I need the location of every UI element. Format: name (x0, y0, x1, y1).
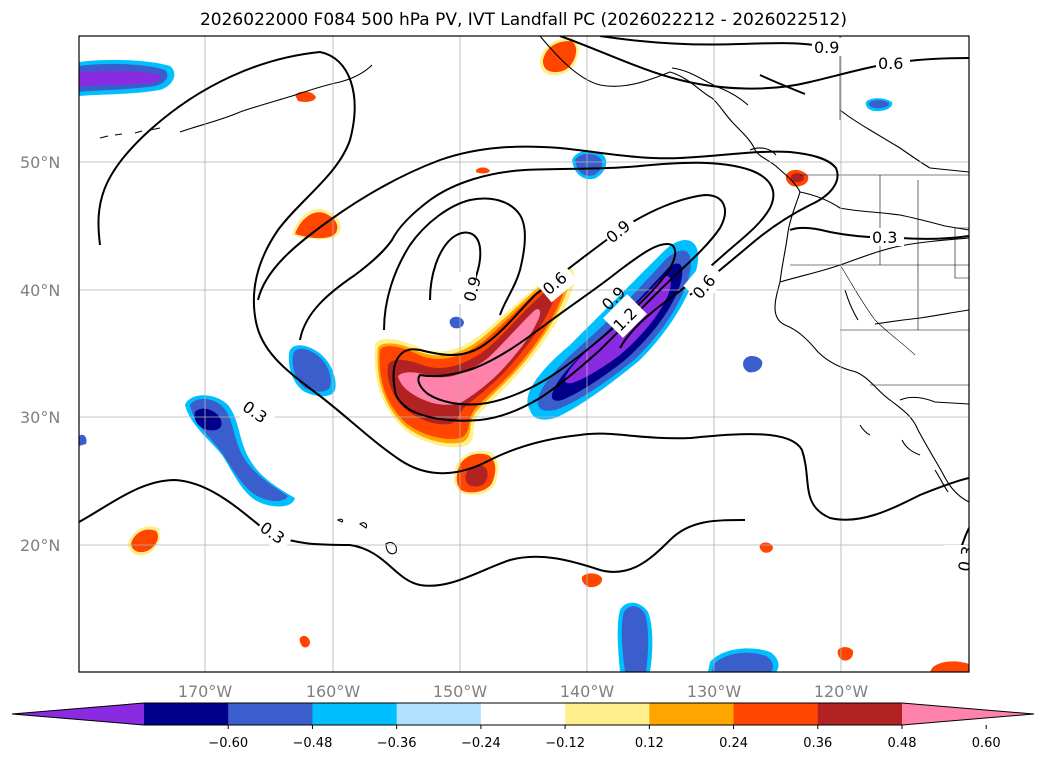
colorbar-segment (649, 703, 735, 725)
contour-label: 0.3 (954, 545, 977, 573)
lon-label: 120°W (814, 682, 869, 701)
lon-label: 160°W (306, 682, 361, 701)
colorbar-tick-label: −0.36 (377, 736, 417, 751)
lat-label: 40°N (20, 281, 60, 300)
colorbar: −0.60 −0.48 −0.36 −0.24 −0.12 0.12 0.24 0.36 0.4… (11, 702, 1035, 751)
lon-label: 170°W (178, 682, 233, 701)
contour-1.2 (417, 243, 677, 406)
colorbar-extend-low (12, 703, 144, 725)
colorbar-segment (228, 703, 313, 725)
contour-label: 0.9 (814, 38, 839, 57)
colorbar-tick-label: −0.24 (461, 736, 501, 751)
borders (790, 36, 969, 386)
lat-label: 20°N (20, 536, 60, 555)
lon-label: 140°W (560, 682, 615, 701)
lon-labels: 170°W 160°W 150°W 140°W 130°W 120°W (178, 682, 869, 701)
colorbar-segment (733, 703, 819, 725)
map-frame (78, 35, 970, 673)
contour-label: 0.3 (872, 228, 897, 247)
colorbar-tick-label: 0.12 (635, 736, 664, 751)
contour-0.9-loop (383, 197, 526, 331)
colorbar-tick-label: 0.36 (803, 736, 832, 751)
colorbar-tick-label: −0.48 (293, 736, 333, 751)
lon-label: 150°W (433, 682, 488, 701)
colorbar-extend-high (902, 703, 1034, 725)
colorbar-tick-label: −0.60 (208, 736, 248, 751)
gridlines (79, 36, 969, 672)
colorbar-segment (144, 703, 229, 725)
pv-positive-anomalies (128, 38, 969, 672)
colorbar-segment (817, 703, 903, 725)
page-title: 2026022000 F084 500 hPa PV, IVT Landfall… (199, 10, 847, 30)
colorbar-tick-label: −0.12 (545, 736, 585, 751)
colorbar-segment (312, 703, 398, 725)
colorbar-outline (11, 702, 1035, 726)
colorbar-segment (480, 703, 566, 725)
contour-0.3-east (789, 226, 969, 240)
colorbar-tick-label: 0.24 (719, 736, 748, 751)
colorbar-tick-label: 0.48 (888, 736, 917, 751)
contour-0.6-upper (559, 36, 969, 90)
coastlines (99, 36, 969, 555)
colorbar-segment (565, 703, 650, 725)
colorbar-segment (396, 703, 482, 725)
lat-label: 30°N (20, 408, 60, 427)
contour-0.9-main (392, 193, 726, 422)
ivt-contours (79, 36, 969, 587)
contour-0.3-south (79, 478, 746, 587)
colorbar-tick-label: 0.60 (972, 736, 1001, 751)
lon-label: 130°W (687, 682, 742, 701)
contour-label: 0.6 (878, 54, 903, 73)
contour-0.9-inner (429, 231, 482, 301)
map-area: 0.9 0.6 0.3 0.9 0.9 0.6 0.6 1.2 0.9 0.3 … (79, 36, 977, 672)
contour-0.3-outer (97, 50, 969, 521)
contour-0.9-upper (599, 36, 821, 47)
lat-labels: 50°N 40°N 30°N 20°N (20, 153, 60, 555)
contour-0.6-outer (257, 145, 839, 301)
lat-label: 50°N (20, 153, 60, 172)
